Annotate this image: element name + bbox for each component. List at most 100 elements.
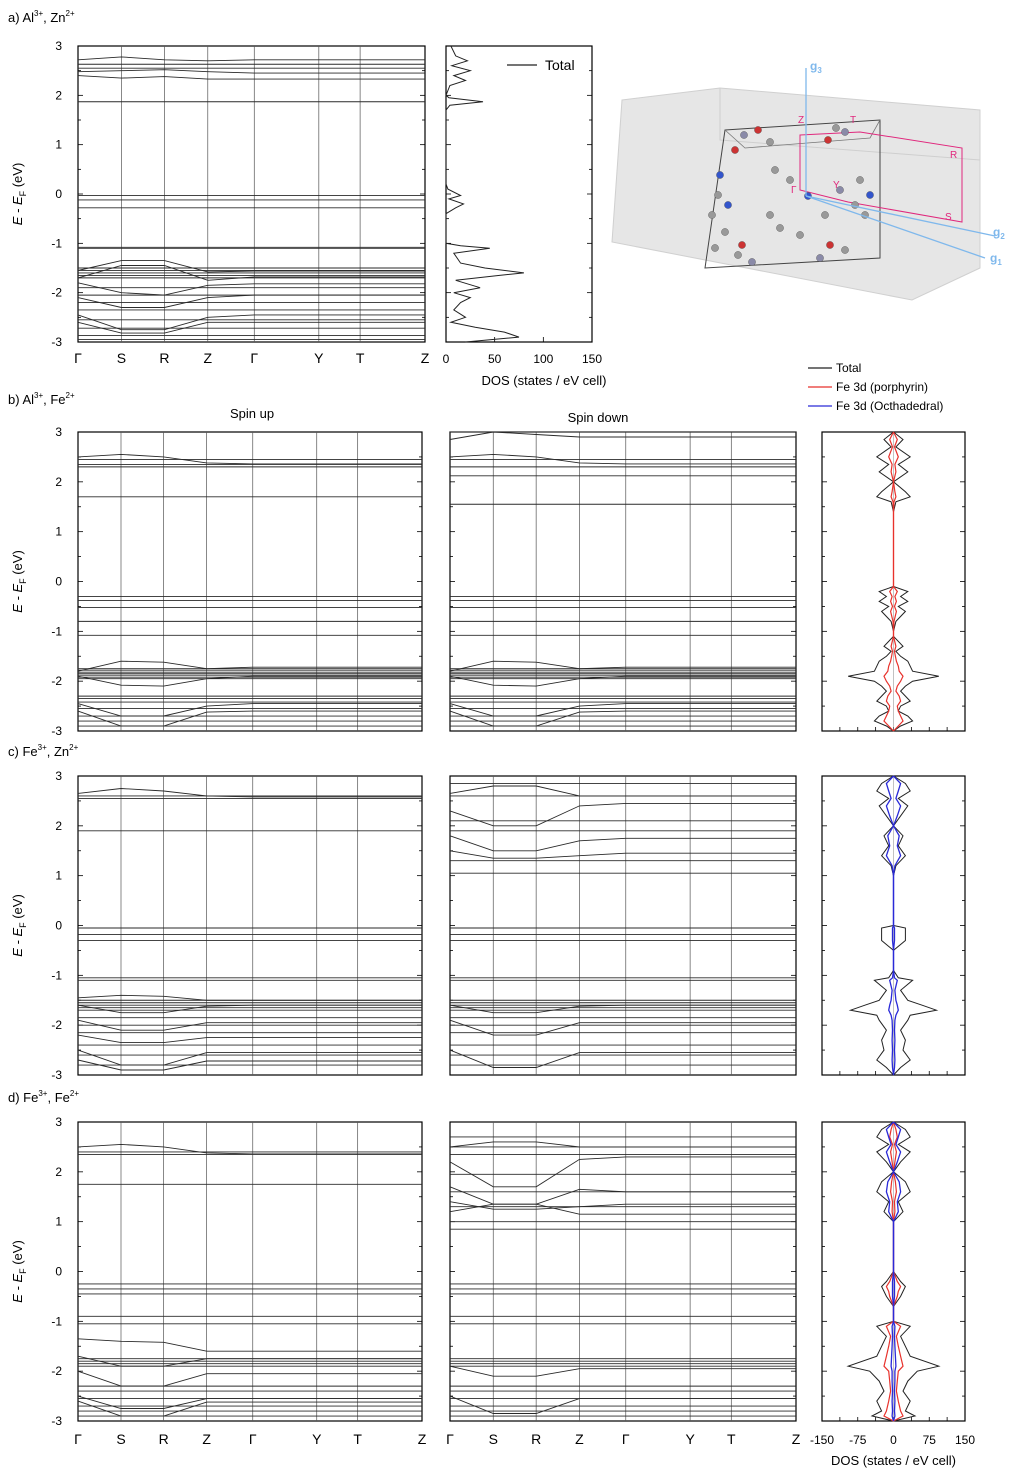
panel-d-up-k-label: S xyxy=(116,1431,125,1447)
yaxis-title-sub: F xyxy=(18,1268,28,1274)
ion-sep: , Zn xyxy=(47,744,69,759)
panel-b-ytick-label: -1 xyxy=(51,624,62,638)
panel-c-up-band-dispersive xyxy=(77,1019,422,1031)
panel-d-dos-xtick-label: 75 xyxy=(923,1433,937,1447)
atom xyxy=(771,166,779,174)
atom xyxy=(796,231,804,239)
yaxis-title-unit: (eV) xyxy=(10,1240,25,1268)
panel-b-down-band-dispersive xyxy=(449,703,796,717)
yaxis-title-sub: F xyxy=(18,578,28,584)
panel-d-dos-total-down xyxy=(846,1121,895,1422)
yaxis-title-unit: (eV) xyxy=(10,894,25,922)
atom xyxy=(748,258,756,266)
panel-a-dos-xtick-label: 150 xyxy=(582,352,602,366)
panel-c-down-band-dispersive xyxy=(449,835,796,852)
panel-d-down-k-label: R xyxy=(531,1431,541,1447)
panel-d-ytick-label: -1 xyxy=(51,1314,62,1328)
panel-a-k-label: Γ xyxy=(250,350,258,366)
panel-d-down-k-label: Γ xyxy=(622,1431,630,1447)
panel-b-down-frame xyxy=(449,431,797,732)
panel-c-ytick-label: 1 xyxy=(55,869,62,883)
panel-d-down-band-dispersive xyxy=(449,1141,796,1148)
g3-label: g3 xyxy=(810,59,822,75)
panel-c-ytick-label: -1 xyxy=(51,968,62,982)
panel-d-down-band-dispersive xyxy=(449,1203,796,1215)
panel-b-ytick-label: -2 xyxy=(51,674,62,688)
atom xyxy=(841,246,849,254)
panel-d-up-k-label: R xyxy=(159,1431,169,1447)
g1-vector xyxy=(805,195,986,259)
ion-sep: , Zn xyxy=(43,10,65,25)
panel-d-up-band-dispersive xyxy=(77,1338,422,1352)
ion1-charge: 3+ xyxy=(38,1089,47,1098)
panel-b-down-band-dispersive xyxy=(449,660,796,672)
panel-d-up-k-label: Z xyxy=(418,1431,427,1447)
atom xyxy=(734,251,742,259)
panel-d-yaxis-title: E - EF (eV) xyxy=(10,1240,28,1303)
panel-b-ytick-label: 1 xyxy=(55,525,62,539)
yaxis-title-sub: F xyxy=(18,190,28,196)
panel-a-ytick-label: 3 xyxy=(55,39,62,53)
panel-a-ytick-label: 0 xyxy=(55,187,62,201)
panel-c-up-band-dispersive xyxy=(77,1004,422,1014)
panel-a-dos-legend-label: Total xyxy=(545,57,575,73)
panel-a-k-label: Z xyxy=(203,350,212,366)
bz-prism-edges xyxy=(719,88,981,161)
panel-a-ytick-label: -1 xyxy=(51,236,62,250)
yaxis-title-sub: F xyxy=(18,922,28,928)
panel-a-ytick-label: -2 xyxy=(51,286,62,300)
panel-d-down-k-label: Z xyxy=(575,1431,584,1447)
bz-point-t: T xyxy=(850,115,856,126)
panel-a-band-dispersive xyxy=(77,260,425,273)
atoms-group xyxy=(708,124,874,266)
panel-b-ytick-label: -3 xyxy=(51,724,62,738)
ion-sep: , Fe xyxy=(47,1090,69,1105)
panel-a-dos-frame xyxy=(445,45,593,343)
g2-vector xyxy=(805,195,996,237)
panel-a-dos-total-up xyxy=(445,45,524,343)
ion2-charge: 2+ xyxy=(70,1089,79,1098)
panel-b-down-band-dispersive xyxy=(449,675,796,687)
bz-point-s: S xyxy=(945,212,952,223)
atom xyxy=(754,126,762,134)
ion2-charge: 2+ xyxy=(66,9,75,18)
ion1-charge: 3+ xyxy=(34,391,43,400)
panel-c-down-band-dispersive xyxy=(449,802,796,827)
panel-c-down-band-dispersive xyxy=(449,1049,796,1068)
panel-d-dos-total-up xyxy=(892,1121,941,1422)
atom xyxy=(824,136,832,144)
atom xyxy=(841,128,849,136)
atom xyxy=(740,131,748,139)
yaxis-title-unit: (eV) xyxy=(10,163,25,191)
atom xyxy=(826,241,834,249)
panel-d-title: d) Fe3+, Fe2+ xyxy=(8,1089,79,1105)
panel-c-title: c) Fe3+, Zn2+ xyxy=(8,743,79,759)
panel-a-dos-axis-title: DOS (states / eV cell) xyxy=(482,373,607,388)
panel-b-up-band-dispersive xyxy=(77,703,422,717)
atom xyxy=(738,241,746,249)
atom xyxy=(766,211,774,219)
panel-tag: a) Al xyxy=(8,10,34,25)
panel-a-yaxis-title: E - EF (eV) xyxy=(10,163,28,226)
panel-d-down-k-label: Z xyxy=(792,1431,801,1447)
ion2-charge: 2+ xyxy=(66,391,75,400)
panel-a-frame xyxy=(77,45,426,343)
bz-point-z: Z xyxy=(798,115,804,126)
panel-d-down-k-label: Γ xyxy=(446,1431,454,1447)
bz-point-r: R xyxy=(950,150,957,161)
panel-b-down-band-dispersive xyxy=(449,453,796,465)
panel-d-ytick-label: 3 xyxy=(55,1115,62,1129)
panel-d-dos-axis-title: DOS (states / eV cell) xyxy=(831,1453,956,1468)
panel-c-ytick-label: 2 xyxy=(55,819,62,833)
panel-c-down-band-dispersive xyxy=(449,1019,796,1036)
legend-fe-porph-label: Fe 3d (porphyrin) xyxy=(836,380,928,394)
panel-a-dos-xtick-label: 50 xyxy=(488,352,502,366)
panel-c-dos-total-up xyxy=(892,775,939,1076)
panel-d-dos-fe-oct-up xyxy=(892,1121,902,1422)
atom xyxy=(766,138,774,146)
g1-label: g1 xyxy=(990,251,1002,267)
panel-d-down-band-dispersive xyxy=(449,1156,796,1188)
atom xyxy=(832,124,840,132)
panel-d-up-band-dispersive xyxy=(77,1395,422,1409)
